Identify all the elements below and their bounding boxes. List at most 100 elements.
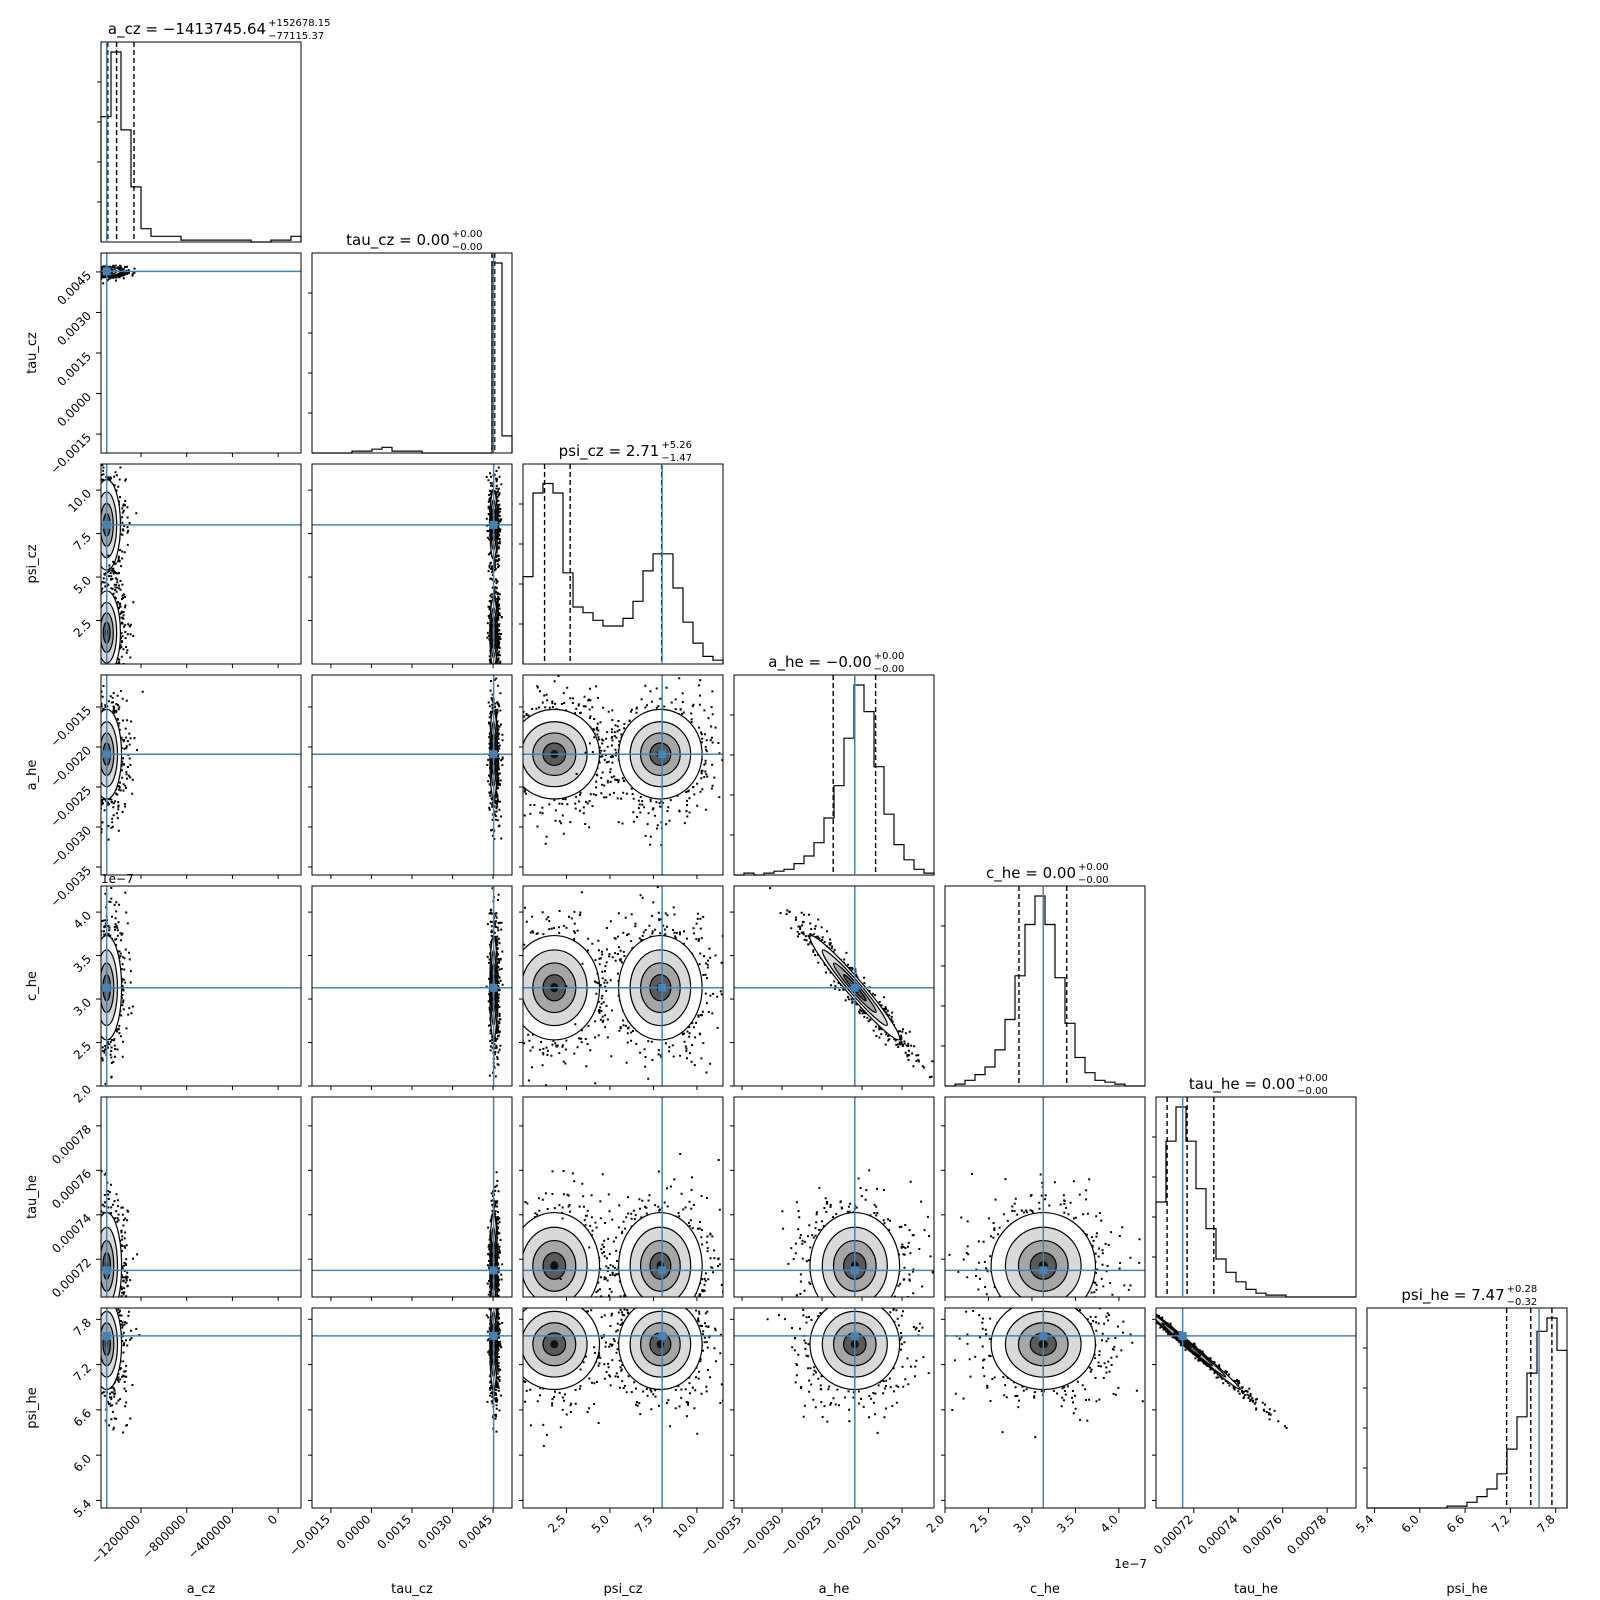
y-tick-label-psi_he: 6.6 (71, 1406, 94, 1429)
x-tick-label-c_he: 2.5 (967, 1512, 990, 1535)
pair-content (101, 464, 301, 664)
hist-title-upper-psi_he: +0.28 (1507, 1284, 1538, 1295)
y-tick-label-psi_cz: 10.0 (65, 486, 94, 515)
x-tick-label-psi_he: 6.6 (1444, 1512, 1467, 1535)
pair-frame (733, 1096, 935, 1298)
hist-step-a_he (734, 684, 935, 876)
y-tick-label-tau_cz: 0.0000 (55, 390, 95, 430)
pair-panel-a_he-tau_he (733, 1096, 935, 1298)
hist-title-psi_cz: psi_cz = 2.71 (559, 442, 660, 461)
y-tick-label-a_he: −0.0020 (47, 743, 94, 790)
truth-marker (489, 750, 498, 759)
truth-marker (658, 1331, 667, 1340)
x-axis-label-c_he: c_he (1030, 1582, 1060, 1597)
scatter-points (579, 1308, 723, 1435)
pair-frame (522, 674, 724, 876)
pair-frame (522, 1096, 724, 1298)
hist-title-upper-psi_cz: +5.26 (661, 440, 692, 451)
hist-title-lower-c_he: −0.00 (1078, 875, 1109, 886)
truth-marker (102, 1266, 111, 1275)
pair-content (1156, 1308, 1356, 1508)
x-tick-label-c_he: 4.0 (1098, 1512, 1121, 1535)
truth-marker (489, 520, 498, 529)
x-tick-label-tau_cz: 0.0030 (415, 1512, 455, 1552)
hist-title-upper-tau_he: +0.00 (1297, 1073, 1328, 1084)
pair-frame (100, 463, 302, 665)
pair-panel-a_he-c_he (733, 885, 935, 1087)
pair-frame (1155, 1307, 1357, 1509)
y-tick-label-a_he: −0.0025 (47, 783, 94, 830)
pair-panel-tau_he-psi_he (1155, 1307, 1357, 1509)
y-tick-label-psi_he: 6.0 (71, 1451, 94, 1474)
hist-panel-tau_cz: tau_cz = 0.00 +0.00 −0.00 (308, 229, 513, 454)
pair-content (734, 1097, 934, 1297)
pair-content (312, 675, 512, 875)
hist-title-upper-tau_cz: +0.00 (452, 229, 483, 240)
x-tick-label-a_cz: −800000 (139, 1512, 188, 1561)
pair-panel-a_cz-psi_he (100, 1307, 302, 1509)
y-tick-label-psi_he: 7.8 (71, 1316, 94, 1339)
pair-panel-a_cz-tau_he (100, 1096, 302, 1298)
truth-marker (658, 983, 667, 992)
hist-step-psi_he (1367, 1317, 1568, 1509)
y-tick-label-a_he: −0.0035 (47, 863, 94, 910)
x-tick-label-tau_cz: 0.0045 (456, 1512, 496, 1552)
scatter-points (559, 1153, 723, 1297)
y-axis-label-a_he: a_he (25, 760, 40, 791)
pair-content (101, 1308, 301, 1508)
hist-title-upper-a_he: +0.00 (874, 651, 905, 662)
pair-frame (944, 1307, 1146, 1509)
hist-step-tau_cz (312, 262, 513, 454)
y-axis-label-tau_cz: tau_cz (25, 332, 40, 374)
y-tick-label-tau_he: 0.00072 (49, 1255, 94, 1300)
x-tick-label-tau_he: 0.00074 (1195, 1512, 1240, 1557)
pair-frame (733, 885, 935, 1087)
pair-panel-a_cz-tau_cz (100, 252, 302, 454)
pair-content (312, 1308, 512, 1508)
y-offset-text-c_he: 1e−7 (101, 872, 134, 886)
density-peak (1182, 1339, 1193, 1349)
density-peak (656, 1340, 665, 1349)
x-tick-label-a_he: −0.0020 (817, 1512, 864, 1559)
hist-frame-psi_cz (522, 463, 724, 665)
y-tick-label-c_he: 3.5 (71, 952, 94, 975)
hist-title-lower-a_he: −0.00 (874, 664, 905, 675)
pair-content (523, 1097, 723, 1297)
y-tick-label-tau_he: 0.00078 (49, 1122, 94, 1167)
x-tick-label-psi_he: 7.8 (1534, 1512, 1557, 1535)
truth-marker (850, 1331, 859, 1340)
pair-frame (733, 1307, 935, 1509)
pair-frame (100, 1096, 302, 1298)
x-tick-label-c_he: 3.5 (1054, 1512, 1077, 1535)
hist-title-lower-tau_he: −0.00 (1297, 1086, 1328, 1097)
x-tick-label-tau_cz: −0.0015 (286, 1512, 333, 1559)
truth-marker (102, 983, 111, 992)
pair-frame (311, 1096, 513, 1298)
x-tick-label-a_he: −0.0030 (737, 1512, 784, 1559)
x-axis-label-psi_cz: psi_cz (603, 1582, 642, 1597)
x-tick-label-a_cz: 0 (265, 1512, 280, 1527)
truth-marker (1178, 1331, 1187, 1340)
x-tick-label-tau_cz: 0.0000 (334, 1512, 374, 1552)
pair-content (734, 1308, 934, 1508)
pair-content (101, 675, 301, 875)
x-tick-label-c_he: 3.0 (1011, 1512, 1034, 1535)
density-peak (550, 1340, 559, 1349)
hist-panel-a_he: a_he = −0.00 +0.00 −0.00 (730, 651, 935, 876)
y-tick-label-c_he: 3.0 (71, 995, 94, 1018)
x-tick-label-a_he: −0.0015 (857, 1512, 904, 1559)
density-peak (550, 1261, 559, 1271)
pair-frame (311, 1307, 513, 1509)
y-tick-label-c_he: 4.0 (71, 908, 94, 931)
pair-panel-tau_cz-psi_he (311, 1307, 513, 1509)
pair-panel-psi_cz-c_he (522, 885, 724, 1087)
hist-title-lower-psi_he: −0.32 (1507, 1297, 1538, 1308)
hist-panel-tau_he: tau_he = 0.00 +0.00 −0.00 (1152, 1073, 1357, 1298)
pair-panel-a_he-psi_he (733, 1307, 935, 1509)
x-tick-label-psi_he: 7.2 (1489, 1512, 1512, 1535)
pair-content (945, 1308, 1145, 1508)
y-tick-label-psi_he: 7.2 (71, 1361, 94, 1384)
hist-title-upper-c_he: +0.00 (1078, 862, 1109, 873)
